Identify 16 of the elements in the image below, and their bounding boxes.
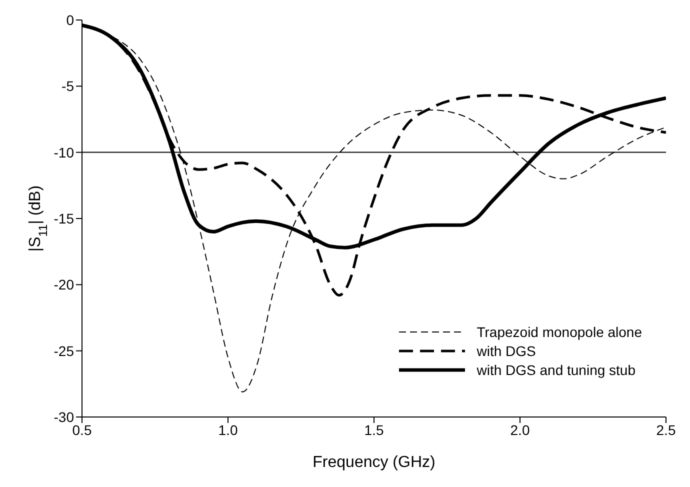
legend-label: with DGS: [476, 342, 536, 358]
x-tick-label: 0.5: [72, 422, 92, 438]
y-tick-label: -10: [54, 144, 74, 160]
y-tick-label: -30: [54, 408, 74, 425]
x-axis-title: Frequency (GHz): [312, 454, 436, 471]
y-tick-label: -5: [62, 78, 74, 94]
x-tick-label: 1.0: [218, 422, 238, 438]
y-tick-label: -20: [54, 276, 74, 293]
legend-label: with DGS and tuning stub: [476, 362, 636, 378]
x-tick-label: 2.5: [656, 422, 676, 438]
x-tick-label: 2.0: [510, 422, 530, 438]
y-tick-label: -15: [54, 210, 74, 226]
x-tick-label: 1.5: [364, 422, 384, 438]
y-tick-label: -25: [54, 342, 74, 359]
y-tick-label: 0: [66, 12, 74, 28]
legend-label: Trapezoid monopole alone: [476, 324, 642, 340]
